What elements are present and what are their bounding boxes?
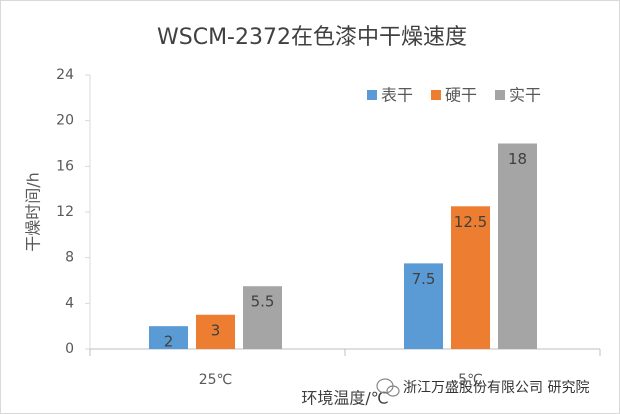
y-tick-label: 0 xyxy=(65,341,74,357)
watermark-icon xyxy=(376,378,400,397)
legend-label: 硬干 xyxy=(445,86,477,105)
value-label: 7.5 xyxy=(412,270,436,288)
y-tick-label: 16 xyxy=(56,158,74,174)
value-label: 2 xyxy=(164,333,174,351)
x-tick-label: 5℃ xyxy=(458,372,483,388)
legend-swatch xyxy=(495,90,505,100)
bar xyxy=(498,143,537,349)
watermark: 浙江万盛股份有限公司 研究院 xyxy=(403,380,589,396)
y-tick-label: 20 xyxy=(56,113,74,129)
value-label: 18 xyxy=(508,150,527,168)
bar xyxy=(451,206,490,349)
legend-label: 实干 xyxy=(509,86,541,105)
legend-swatch xyxy=(431,90,441,100)
y-axis-label: 干燥时间/h xyxy=(24,172,43,252)
y-tick-label: 24 xyxy=(56,67,74,83)
bar xyxy=(404,263,443,349)
x-tick-label: 25℃ xyxy=(199,372,233,388)
y-tick-label: 8 xyxy=(65,250,74,266)
bar xyxy=(149,326,188,349)
y-tick-label: 4 xyxy=(65,295,74,311)
y-tick-label: 12 xyxy=(56,204,74,220)
bar xyxy=(196,314,235,349)
value-label: 12.5 xyxy=(454,213,487,231)
bar xyxy=(243,286,282,349)
x-axis-label: 环境温度/℃ xyxy=(301,389,388,408)
value-label: 5.5 xyxy=(251,293,275,311)
legend-swatch xyxy=(367,90,377,100)
legend-label: 表干 xyxy=(381,86,413,105)
chart-title: WSCM-2372在色漆中干燥速度 xyxy=(157,25,467,50)
value-label: 3 xyxy=(211,321,221,339)
